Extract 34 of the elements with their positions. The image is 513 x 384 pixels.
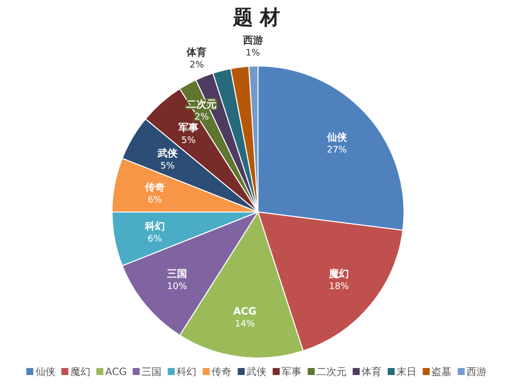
data-label: 1% xyxy=(246,48,260,59)
legend-label: 末日 xyxy=(396,366,417,378)
legend-label: 盗墓 xyxy=(432,366,452,378)
chart-title: 题 材 xyxy=(232,5,280,29)
slice-label: 体育 xyxy=(186,46,207,58)
slice-label: 仙侠 xyxy=(326,131,347,144)
legend-label: 体育 xyxy=(362,366,382,378)
legend-label: 军事 xyxy=(282,366,302,378)
legend-label: 二次元 xyxy=(316,367,347,378)
data-label: 6% xyxy=(148,234,162,245)
data-label: 6% xyxy=(148,195,162,206)
slice-label: 三国 xyxy=(167,269,188,280)
data-label: 10% xyxy=(166,282,188,292)
data-label: 5% xyxy=(181,136,196,146)
legend-label: ACG xyxy=(105,367,127,378)
data-label: 14% xyxy=(234,319,256,330)
legend-label: 传奇 xyxy=(212,367,232,378)
slice-label: 传奇 xyxy=(144,181,165,194)
data-label: 5% xyxy=(160,161,176,172)
legend-label: 西游 xyxy=(466,366,487,378)
legend-label: 仙侠 xyxy=(35,366,56,378)
data-label: 2% xyxy=(190,60,204,70)
data-label: 27% xyxy=(326,145,348,156)
legend-label: 三国 xyxy=(142,367,162,378)
legend-label: 武侠 xyxy=(246,366,267,378)
data-label: 18% xyxy=(328,282,350,292)
slice-label: ACG xyxy=(233,306,256,318)
slice-label: 科幻 xyxy=(144,220,165,233)
legend-label: 科幻 xyxy=(176,366,197,378)
slice-label: 西游 xyxy=(242,34,263,47)
slice-label: 军事 xyxy=(178,122,198,134)
slice-label: 魔幻 xyxy=(328,268,349,280)
slice-label: 武侠 xyxy=(156,147,178,160)
legend-label: 魔幻 xyxy=(70,366,90,378)
